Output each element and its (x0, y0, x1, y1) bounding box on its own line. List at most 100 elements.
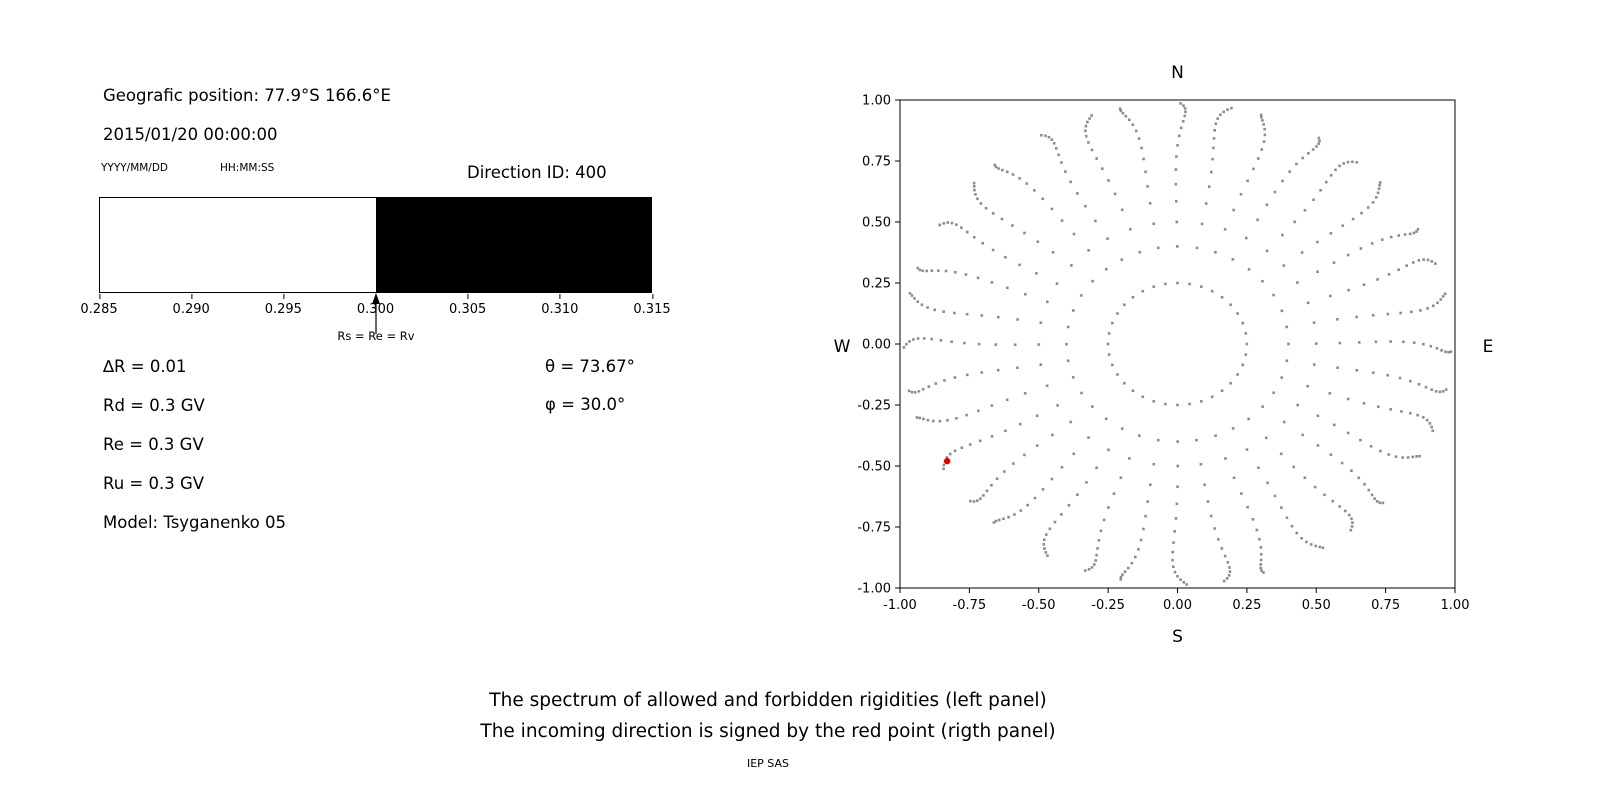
direction-point (1349, 528, 1353, 532)
direction-point (1293, 220, 1297, 224)
direction-point (1216, 538, 1220, 541)
direction-point (1285, 516, 1289, 520)
direction-point (1214, 122, 1218, 126)
direction-point (1430, 260, 1434, 263)
asymptotic-direction-points (902, 102, 1453, 586)
direction-point (942, 467, 945, 471)
direction-point (1094, 559, 1097, 562)
direction-point (1409, 411, 1412, 415)
direction-point (1262, 140, 1266, 143)
direction-point (1050, 138, 1054, 141)
direction-point (1035, 414, 1039, 418)
direction-point (1373, 497, 1376, 500)
direction-point (1426, 258, 1430, 262)
direction-point (1259, 558, 1263, 562)
direction-point (946, 419, 949, 422)
direction-point (1060, 513, 1063, 516)
direction-point (1377, 405, 1380, 409)
direction-point (1300, 536, 1303, 540)
direction-point (1131, 389, 1135, 393)
direction-point (1309, 543, 1313, 546)
direction-point (1346, 431, 1350, 435)
direction-point (965, 413, 968, 417)
direction-point (953, 311, 956, 315)
direction-point (1036, 240, 1040, 244)
direction-point (1444, 388, 1448, 391)
direction-point (1116, 312, 1119, 315)
direction-point (1188, 402, 1191, 406)
direction-point (1381, 501, 1385, 505)
direction-point (920, 303, 924, 307)
direction-point (1016, 318, 1019, 321)
direction-point (1329, 173, 1333, 177)
direction-point (1313, 485, 1317, 489)
direction-point (922, 337, 926, 340)
direction-point (1347, 513, 1351, 517)
direction-point (1417, 259, 1421, 262)
direction-point (972, 184, 976, 188)
direction-point (1164, 282, 1167, 286)
direction-point (1070, 264, 1073, 267)
axis-tick-label: 0.00 (862, 338, 891, 353)
direction-point (1121, 573, 1124, 576)
direction-point (1409, 379, 1412, 383)
direction-point (1245, 236, 1248, 240)
direction-point (1144, 170, 1147, 174)
direction-point (1261, 279, 1264, 283)
direction-point (1225, 577, 1229, 580)
direction-point (996, 368, 1000, 372)
direction-point (1376, 278, 1379, 281)
direction-point (1441, 295, 1445, 298)
compass-east-label: E (1483, 337, 1494, 357)
direction-point (1360, 211, 1363, 215)
direction-point (1183, 107, 1187, 110)
direction-point (1338, 164, 1341, 168)
direction-point (1179, 578, 1182, 581)
direction-point (1173, 570, 1177, 574)
direction-point (1346, 160, 1350, 164)
direction-id-label: Direction ID: 400 (467, 163, 607, 182)
direction-point (1040, 134, 1043, 137)
direction-point (1211, 157, 1214, 161)
direction-point (1272, 391, 1275, 395)
direction-point (1265, 249, 1269, 253)
direction-point (1222, 110, 1226, 114)
direction-point (1107, 332, 1111, 335)
direction-point (1087, 249, 1090, 252)
direction-point (1112, 492, 1116, 496)
direction-point (1400, 410, 1403, 413)
direction-point (1397, 268, 1400, 272)
direction-point (1305, 540, 1308, 544)
direction-point (1175, 502, 1179, 506)
direction-point (1065, 342, 1068, 346)
direction-point (1188, 282, 1191, 286)
direction-point (1240, 492, 1243, 495)
direction-point (1174, 168, 1178, 171)
direction-point (1288, 170, 1291, 173)
direction-point (972, 181, 976, 185)
direction-point (1091, 405, 1094, 408)
allowed-region (100, 198, 376, 292)
direction-point (1447, 351, 1450, 354)
direction-point (1343, 509, 1347, 513)
direction-point (1066, 359, 1070, 363)
direction-point (1307, 151, 1310, 155)
rd-label: Rd = 0.3 GV (103, 396, 205, 415)
direction-point (1119, 476, 1123, 480)
direction-point (1340, 461, 1344, 465)
direction-point (1264, 436, 1268, 440)
direction-point (1146, 185, 1149, 188)
direction-point (1003, 470, 1006, 473)
direction-point (1214, 250, 1217, 254)
direction-point (1300, 251, 1304, 254)
axis-tick-label: -0.50 (857, 460, 891, 475)
direction-point (1323, 493, 1326, 497)
direction-point (1415, 455, 1418, 458)
direction-point (1113, 192, 1117, 196)
direction-point (1371, 201, 1375, 204)
direction-point (1220, 295, 1224, 299)
direction-point (1397, 234, 1401, 237)
direction-point (1057, 153, 1060, 157)
